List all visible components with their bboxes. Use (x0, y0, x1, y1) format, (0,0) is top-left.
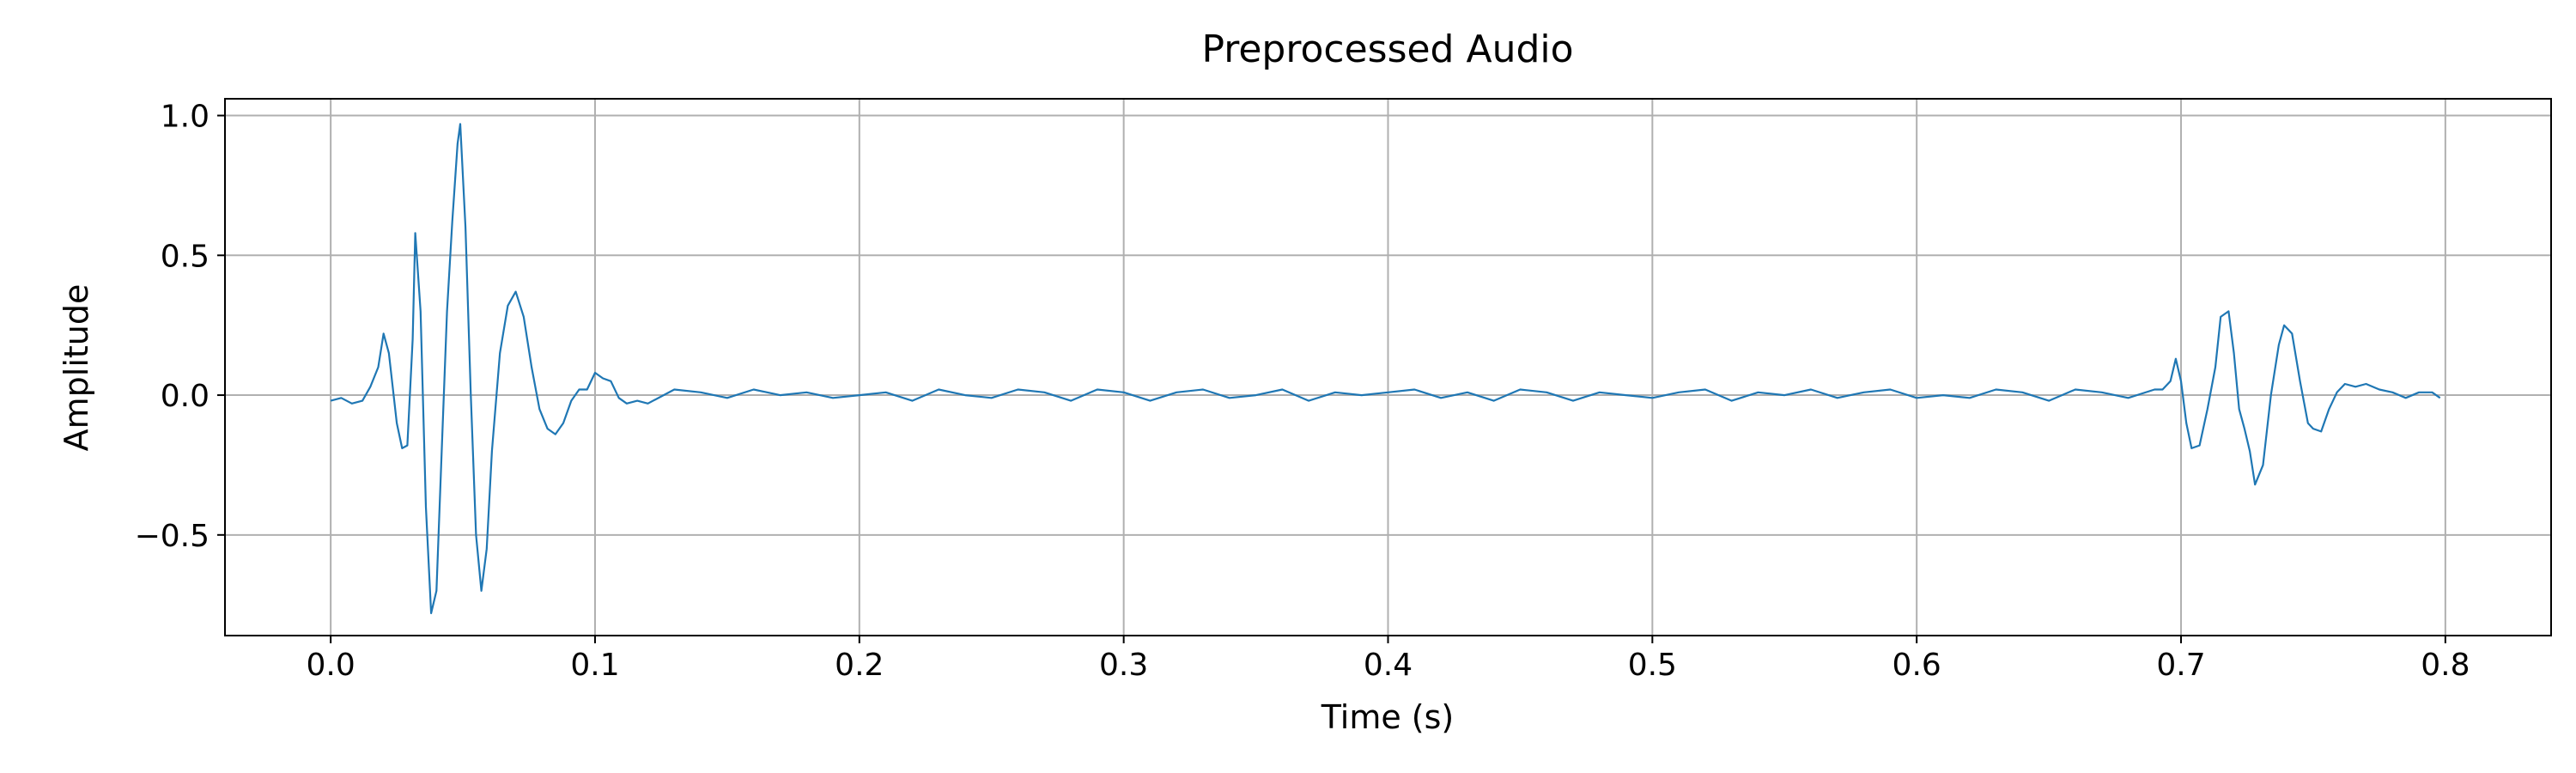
y-tick-label: 1.0 (161, 100, 210, 135)
chart-title: Preprocessed Audio (1201, 27, 1573, 71)
x-tick-label: 0.8 (2421, 648, 2470, 683)
y-axis-label: Amplitude (58, 284, 95, 452)
x-tick-label: 0.7 (2156, 648, 2205, 683)
x-axis-label: Time (s) (1321, 698, 1455, 736)
waveform-line (330, 123, 2441, 615)
x-tick-label: 0.5 (1628, 648, 1677, 683)
plot-frame (224, 98, 2552, 636)
y-tick-label: 0.5 (161, 239, 210, 274)
x-tick-label: 0.2 (835, 648, 884, 683)
y-tick-label: −0.5 (135, 519, 210, 554)
x-tick-label: 0.4 (1364, 648, 1413, 683)
x-tick-label: 0.3 (1099, 648, 1148, 683)
x-tick-label: 0.6 (1893, 648, 1941, 683)
y-tick-label: 0.0 (161, 379, 210, 414)
x-tick-label: 0.0 (307, 648, 355, 683)
x-tick-label: 0.1 (570, 648, 619, 683)
